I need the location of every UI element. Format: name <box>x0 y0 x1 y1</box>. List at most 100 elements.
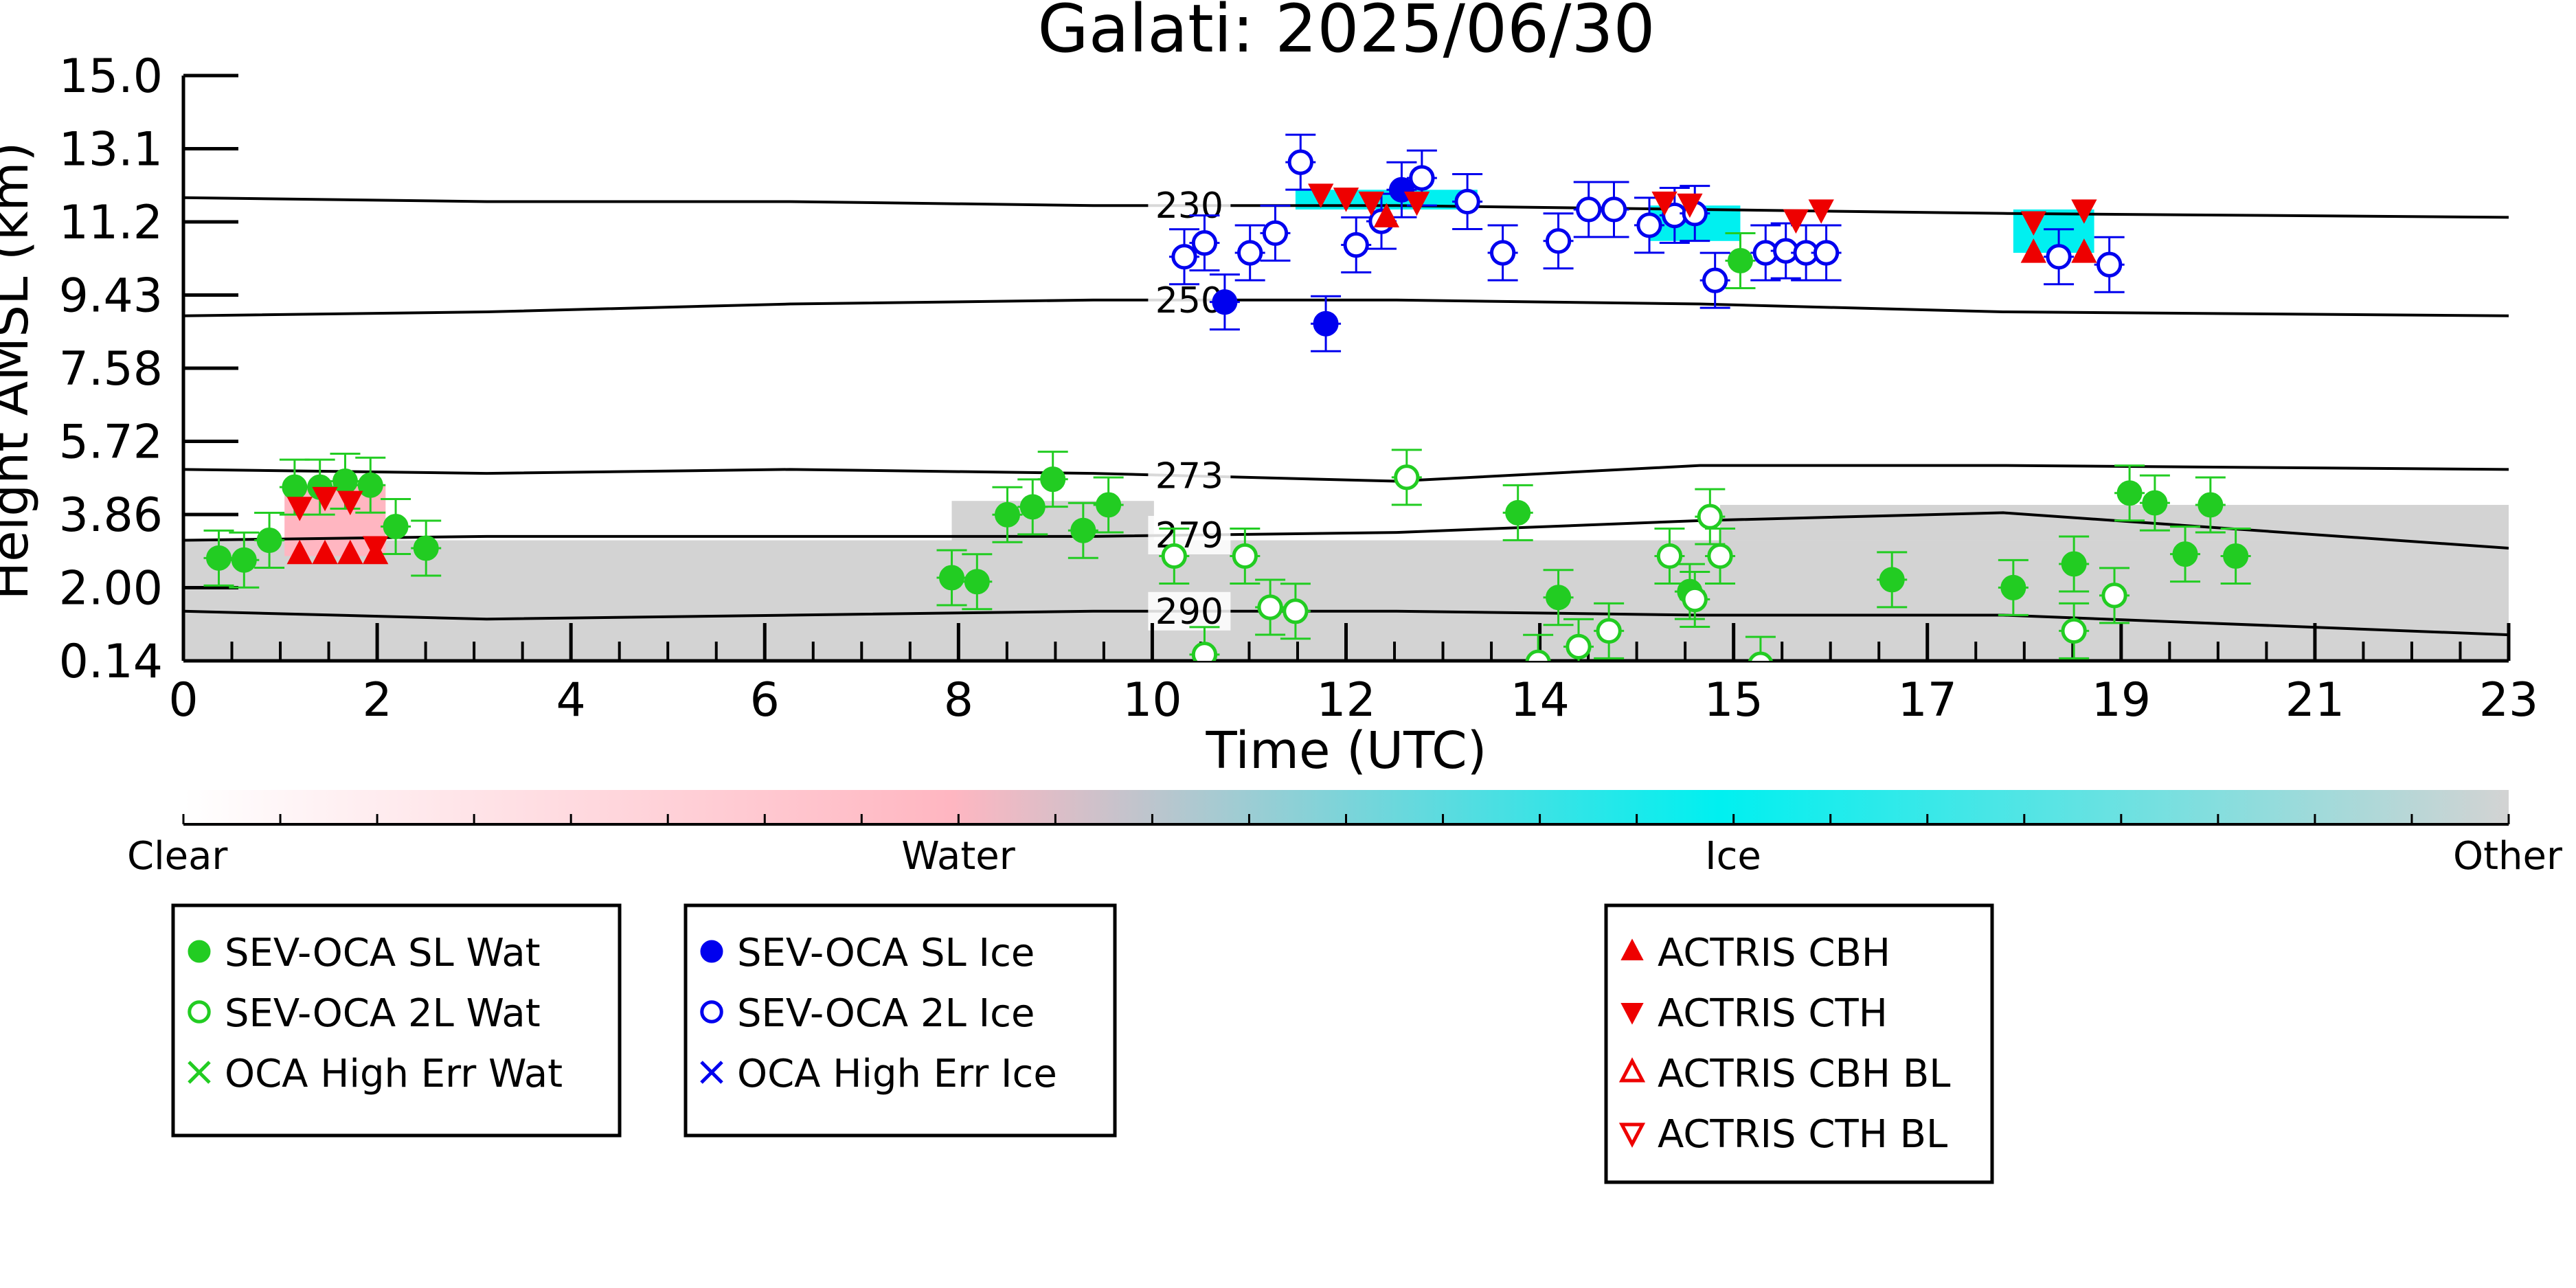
data-point <box>2172 541 2198 567</box>
data-point <box>1161 543 1187 569</box>
isotherm-label: 250 <box>1155 280 1223 321</box>
marker-shape <box>188 1000 211 1024</box>
marker-shape <box>383 513 409 539</box>
cloud-other-region <box>1720 504 2509 541</box>
legend-label: ACTRIS CTH <box>1658 991 1888 1036</box>
data-point <box>1191 230 1218 256</box>
x-tick-label: 15 <box>1704 673 1763 727</box>
data-point <box>1545 228 1572 254</box>
x-tick-label: 21 <box>2285 673 2345 727</box>
legend-label: ACTRIS CBH BL <box>1658 1052 1950 1096</box>
marker-shape <box>1682 586 1708 613</box>
marker-shape <box>357 472 383 498</box>
marker-shape <box>1373 203 1400 228</box>
axes: 0 2 4 6 8 10 12 14 15 17 19 21 23 0.14 2.00 3.86 5.72 7.5… <box>59 49 2539 727</box>
data-point <box>1394 464 1420 490</box>
marker-shape <box>1343 231 1369 258</box>
data-point <box>286 539 313 565</box>
marker-shape <box>2020 211 2046 236</box>
data-point <box>337 490 363 516</box>
marker-shape <box>1702 267 1728 293</box>
data-point <box>1373 203 1400 228</box>
marker-shape <box>1677 193 1703 218</box>
data-point <box>1409 165 1435 191</box>
marker-shape <box>1403 191 1430 216</box>
legend-marker <box>188 940 211 963</box>
isotherm-line <box>183 298 2509 317</box>
data-point <box>312 486 338 512</box>
legend-label: ACTRIS CTH BL <box>1658 1112 1947 1157</box>
marker-shape <box>413 535 439 561</box>
marker-shape <box>1813 240 1840 266</box>
data-point <box>1596 618 1622 644</box>
marker-shape <box>1409 165 1435 191</box>
marker-shape <box>1454 188 1480 215</box>
marker-shape <box>312 539 338 565</box>
isotherm-line <box>183 609 2509 637</box>
marker-shape <box>2097 251 2123 278</box>
marker-shape <box>1727 247 1753 273</box>
x-tick-label: 23 <box>2479 673 2539 727</box>
data-point <box>964 569 990 595</box>
marker-shape <box>1333 188 1359 212</box>
marker-shape <box>2101 583 2127 609</box>
marker-shape <box>1237 240 1263 266</box>
legend-frame <box>683 903 1117 1138</box>
marker-shape <box>700 1000 723 1024</box>
marker-shape <box>1651 191 1677 216</box>
colorbar: Clear Water Ice Other <box>127 790 2563 879</box>
marker-shape <box>1308 183 1334 208</box>
marker-shape <box>1283 598 1309 624</box>
y-tick-label: 15.0 <box>59 49 163 104</box>
marker-shape <box>2071 238 2097 263</box>
data-point <box>1313 310 1339 337</box>
legend-label: OCA High Err Ice <box>737 1052 1057 1096</box>
data-point <box>2000 574 2026 600</box>
data-point <box>1813 240 1840 266</box>
marker-shape <box>2020 238 2046 263</box>
data-point <box>1656 543 1683 569</box>
marker-shape <box>1212 289 1238 315</box>
data-point <box>2071 199 2097 224</box>
marker-shape <box>256 528 282 554</box>
marker-shape <box>188 940 211 963</box>
legend-frame <box>171 903 622 1138</box>
data-point <box>1525 649 1551 661</box>
data-point <box>1636 212 1662 238</box>
marker-shape <box>1636 212 1662 238</box>
marker-shape <box>964 569 990 595</box>
data-point <box>1287 149 1313 175</box>
marker-shape <box>939 565 965 591</box>
marker-shape <box>1697 504 1723 530</box>
marker-shape <box>362 536 389 561</box>
data-point <box>1748 651 1773 661</box>
data-point <box>2046 244 2072 270</box>
data-point <box>1232 543 1258 569</box>
marker-shape <box>2116 480 2143 506</box>
marker-shape <box>1879 567 1905 593</box>
x-tick-label: 2 <box>362 673 392 727</box>
marker-shape <box>1171 244 1197 270</box>
marker-shape <box>1070 517 1096 543</box>
marker-shape <box>1618 1057 1646 1083</box>
colorbar-label: Ice <box>1705 834 1761 879</box>
marker-shape <box>1596 618 1622 644</box>
marker-shape <box>1394 464 1420 490</box>
y-tick-label: 2.00 <box>59 562 163 616</box>
data-point <box>1283 598 1309 624</box>
data-point <box>1257 594 1283 620</box>
data-point <box>1702 267 1728 293</box>
data-point <box>1096 492 1122 518</box>
legend-marker <box>188 1000 211 1024</box>
x-tick-label: 8 <box>944 673 973 727</box>
legends: SEV-OCA SL Wat SEV-OCA 2L Wat OCA High Err… <box>171 903 1994 1184</box>
y-tick-label: 0.14 <box>59 635 163 689</box>
x-tick-label: 4 <box>556 673 586 727</box>
data-point <box>2071 238 2097 263</box>
marker-shape <box>1576 196 1602 223</box>
legend-label: SEV-OCA 2L Wat <box>225 991 541 1036</box>
y-tick-label: 5.72 <box>59 416 163 470</box>
marker-shape <box>231 547 257 573</box>
legend-marker <box>700 940 723 963</box>
data-point <box>1783 209 1809 234</box>
